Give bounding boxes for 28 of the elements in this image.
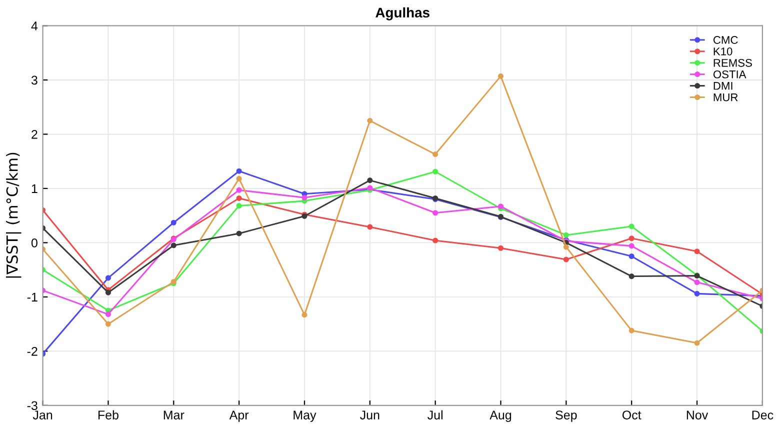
legend-label: DMI xyxy=(714,82,732,90)
x-tick-label: Dec xyxy=(752,410,774,420)
x-tick-label: Nov xyxy=(686,410,708,420)
y-tick-label: -1 xyxy=(27,292,38,302)
legend-label: OSTIA xyxy=(713,70,746,78)
x-tick-label: Apr xyxy=(229,410,249,422)
y-axis-title: |∇SST| (m°C/km) xyxy=(6,152,22,278)
x-tick-label: Jun xyxy=(360,410,380,420)
x-tick-label: Aug xyxy=(490,410,512,422)
y-tick-label: 1 xyxy=(32,184,38,193)
y-tick-label: 2 xyxy=(32,130,38,139)
x-tick-label: Jan xyxy=(32,410,52,420)
legend-label: K10 xyxy=(714,48,732,56)
y-tick-label: 3 xyxy=(31,76,38,85)
x-tick-label: Oct xyxy=(622,410,642,420)
x-tick-label: May xyxy=(294,410,316,422)
legend-label: CMC xyxy=(713,36,738,44)
x-tick-label: Mar xyxy=(164,410,184,420)
legend-label: REMSS xyxy=(714,58,752,67)
x-tick-label: Feb xyxy=(98,410,118,420)
x-tick-label: Sep xyxy=(556,410,577,422)
y-tick-label: -2 xyxy=(27,346,38,356)
x-tick-label: Jul xyxy=(428,410,442,420)
y-tick-label: -3 xyxy=(27,401,38,410)
y-tick-label: 4 xyxy=(31,22,38,30)
y-tick-label: 0 xyxy=(31,238,38,248)
legend-label: MUR xyxy=(714,93,738,102)
chart-title: Agulhas xyxy=(376,7,430,20)
